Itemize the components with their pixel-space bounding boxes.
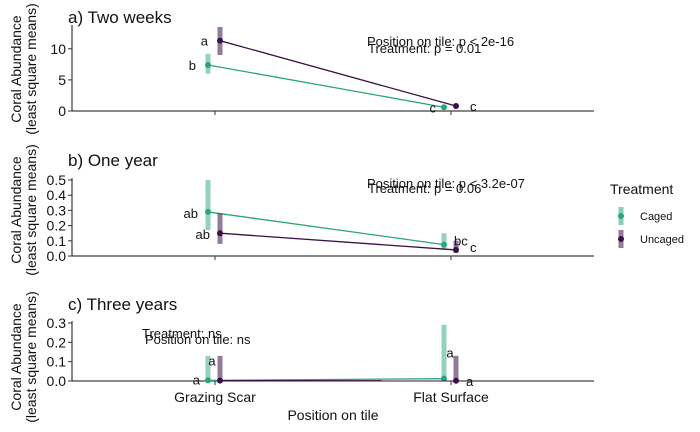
panel-title: a) Two weeks [68,8,172,27]
panel-2: b) One year Coral Abundance(least square … [8,144,594,276]
y-tick-label: 0.3 [47,202,67,218]
x-tick-label: Grazing Scar [174,389,256,405]
y-tick-label: 0.1 [47,233,67,249]
panel-title: b) One year [68,151,158,170]
data-point-caged [205,61,211,68]
y-tick-label: 0.3 [47,315,67,331]
legend-entry-uncaged: Uncaged [640,234,684,246]
significance-label: a [446,346,454,361]
legend-title: Treatment [610,181,673,197]
y-tick-label: 5 [58,72,66,88]
significance-label: a [208,354,216,369]
significance-label: a [201,34,209,49]
legend-key-point [618,213,624,219]
y-tick-label: 0.2 [47,218,67,234]
stat-annotation: Position on tile: ns [145,332,251,347]
x-axis-label: Position on tile [287,407,378,423]
data-point-caged [441,104,447,111]
significance-label: ab [184,206,198,221]
significance-label: b [189,58,196,73]
y-tick-label: 0.4 [47,187,67,203]
series-line-caged [207,64,445,108]
data-point-uncaged [453,246,459,253]
x-tick-label: Flat Surface [413,389,489,405]
significance-label: c [470,240,477,255]
legend-key-point [618,236,624,242]
data-point-uncaged [453,103,459,110]
series-line-uncaged [219,232,457,251]
y-tick-label: 0.0 [47,373,67,389]
significance-label: c [430,100,437,115]
y-tick-label: 0 [58,103,66,119]
y-tick-label: 10 [50,41,66,57]
stat-annotation: Treatment: ns [142,326,222,341]
stat-annotation: Treatment: p = 0.06 [368,181,481,196]
panel-1: a) Two weeks Coral Abundance(least square… [8,3,594,135]
y-axis-label: Coral Abundance(least square means) [8,144,39,276]
legend-entry-caged: Caged [640,211,672,223]
data-point-caged [441,241,447,248]
y-axis-label: Coral Abundance(least square means) [8,3,39,135]
data-point-uncaged [453,377,459,384]
series-line-uncaged [219,40,457,107]
series-line-caged [207,211,445,246]
stat-annotation: Treatment: p = 0.01 [368,41,481,56]
panel-3: c) Three years Coral Abundance(least squa… [8,291,594,423]
stat-annotation: Position on tile: p < 2e-16 [367,34,514,49]
significance-label: a [466,374,474,389]
stat-annotation: Position on tile: p < 3.2e-07 [367,176,525,191]
data-point-uncaged [217,230,223,237]
significance-label: c [470,99,477,114]
data-point-uncaged [217,377,223,384]
y-tick-label: 0.5 [47,172,67,188]
y-tick-label: 0.1 [47,354,67,370]
data-point-caged [205,208,211,215]
data-point-caged [205,377,211,384]
panel-title: c) Three years [68,295,177,314]
data-point-uncaged [217,37,223,44]
y-tick-label: 0.2 [47,334,67,350]
y-tick-label: 0.0 [47,248,67,264]
y-axis-label: Coral Abundance(least square means) [8,291,39,423]
significance-label: a [193,372,201,387]
significance-label: ab [196,227,210,242]
legend: Treatment Caged Uncaged [610,181,684,248]
